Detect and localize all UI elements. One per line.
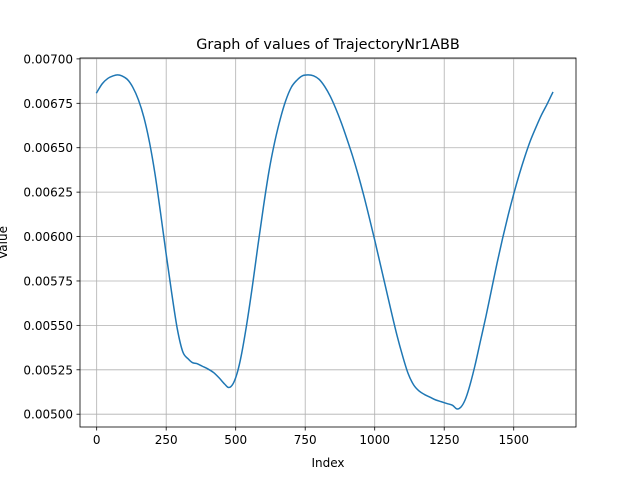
series-line — [95, 74, 554, 410]
y-tick-label: 0.00600 — [23, 230, 73, 244]
x-tick-label: 1000 — [359, 433, 390, 447]
y-axis: 0.00500 0.00525 0.00550 0.00575 0.00600 0.006… — [23, 52, 80, 422]
chart-title: Graph of values of TrajectoryNr1ABB — [196, 37, 459, 53]
x-tick-label: 1250 — [429, 433, 460, 447]
y-tick-label: 0.00500 — [23, 408, 73, 422]
x-tick-label: 1500 — [498, 433, 529, 447]
x-tick-label: 0 — [93, 433, 101, 447]
y-tick-label: 0.00675 — [23, 97, 73, 111]
x-axis-label: Index — [311, 456, 344, 470]
y-tick-label: 0.00700 — [23, 52, 73, 66]
x-tick-label: 500 — [224, 433, 247, 447]
y-tick-label: 0.00625 — [23, 186, 73, 200]
y-axis-label: Value — [0, 226, 10, 259]
x-axis: 0 250 500 750 1000 1250 1500 — [93, 427, 529, 447]
plot-frame — [79, 57, 577, 428]
x-tick-label: 750 — [294, 433, 317, 447]
y-tick-label: 0.00550 — [23, 319, 73, 333]
y-tick-label: 0.00575 — [23, 274, 73, 288]
x-tick-label: 250 — [155, 433, 178, 447]
y-tick-label: 0.00525 — [23, 363, 73, 377]
y-tick-label: 0.00650 — [23, 141, 73, 155]
